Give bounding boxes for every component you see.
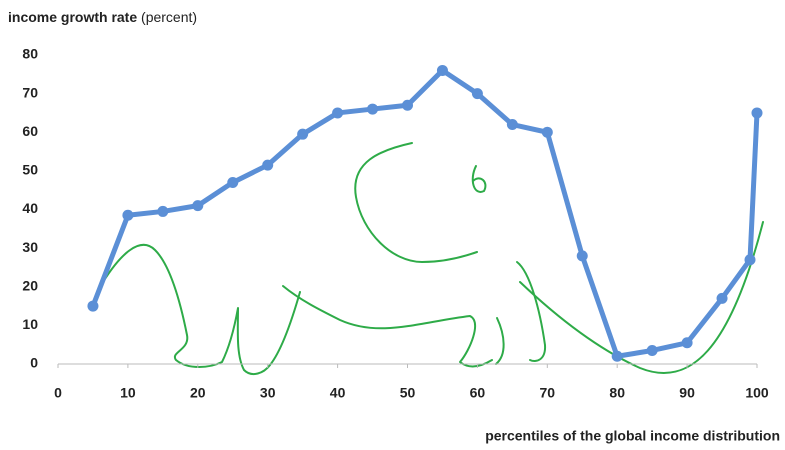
- y-tick-label: 40: [22, 200, 38, 216]
- x-tick-label: 70: [540, 385, 556, 401]
- y-tick-label: 10: [22, 316, 38, 332]
- x-tick-label: 60: [470, 385, 486, 401]
- x-tick-label: 80: [609, 385, 625, 401]
- x-axis-title: percentiles of the global income distrib…: [485, 428, 780, 444]
- y-axis-unit: (percent): [141, 9, 197, 25]
- data-point: [472, 88, 483, 99]
- data-point: [717, 293, 728, 304]
- data-point: [87, 301, 98, 312]
- data-point: [157, 206, 168, 217]
- x-tick-label: 0: [54, 385, 62, 401]
- data-point: [192, 200, 203, 211]
- chart: income growth rate (percent) percentiles…: [0, 0, 785, 450]
- data-point: [367, 104, 378, 115]
- data-point: [437, 65, 448, 76]
- page: income growth rate (percent) percentiles…: [0, 0, 785, 450]
- data-point: [297, 129, 308, 140]
- y-tick-label: 0: [30, 355, 38, 371]
- data-point: [507, 119, 518, 130]
- x-tick-label: 40: [330, 385, 346, 401]
- y-tick-label: 80: [22, 46, 38, 62]
- x-tick-label: 50: [400, 385, 416, 401]
- y-axis-title: income growth rate (percent): [8, 9, 197, 25]
- data-point: [752, 107, 763, 118]
- y-tick-label: 60: [22, 123, 38, 139]
- data-point: [402, 100, 413, 111]
- x-tick-label: 10: [120, 385, 136, 401]
- data-point: [745, 254, 756, 265]
- data-point: [682, 337, 693, 348]
- x-tick-label: 20: [190, 385, 206, 401]
- x-tick-label: 90: [679, 385, 695, 401]
- y-tick-label: 50: [22, 162, 38, 178]
- data-point: [262, 160, 273, 171]
- data-point: [227, 177, 238, 188]
- y-axis-label: income growth rate: [8, 9, 137, 25]
- y-tick-label: 70: [22, 84, 38, 100]
- data-point: [542, 127, 553, 138]
- x-tick-label: 100: [745, 385, 769, 401]
- data-point: [577, 250, 588, 261]
- data-point: [332, 107, 343, 118]
- y-tick-label: 30: [22, 239, 38, 255]
- data-point: [122, 210, 133, 221]
- data-point: [647, 345, 658, 356]
- elephant-doodle: [103, 143, 763, 374]
- data-point: [612, 351, 623, 362]
- y-tick-label: 20: [22, 277, 38, 293]
- data-line: [93, 70, 757, 356]
- x-tick-label: 30: [260, 385, 276, 401]
